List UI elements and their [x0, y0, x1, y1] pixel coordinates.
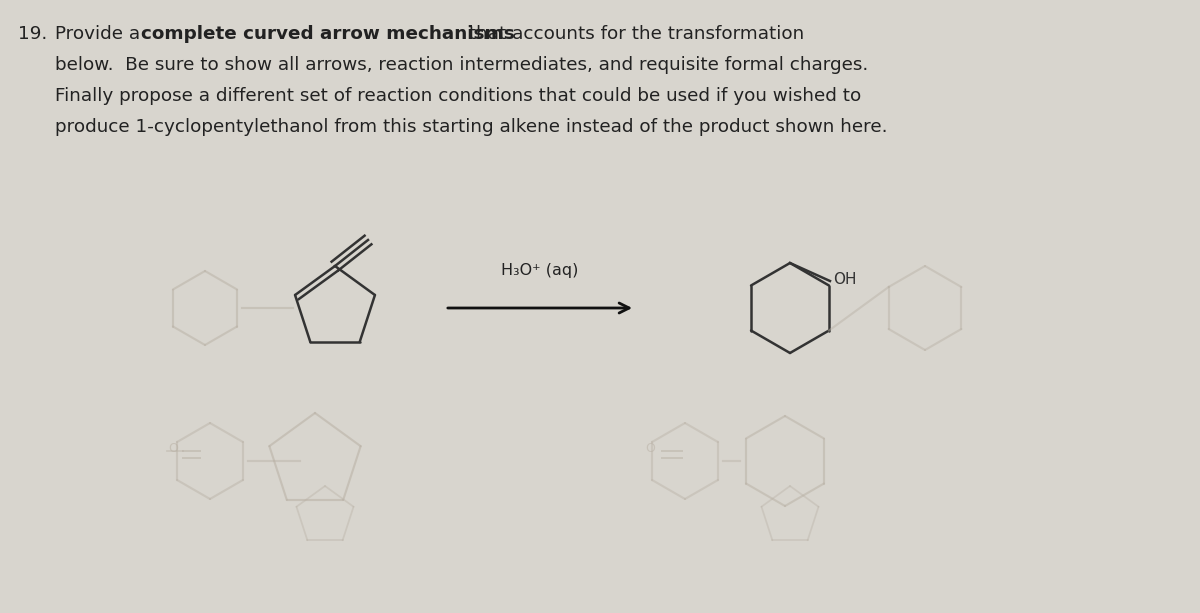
Text: O: O — [646, 441, 655, 454]
Text: Provide a: Provide a — [55, 25, 146, 43]
Text: H₃O⁺ (aq): H₃O⁺ (aq) — [502, 263, 578, 278]
Text: 19.: 19. — [18, 25, 47, 43]
Text: OH: OH — [833, 272, 857, 286]
Text: Finally propose a different set of reaction conditions that could be used if you: Finally propose a different set of react… — [55, 87, 862, 105]
Text: complete curved arrow mechanisms: complete curved arrow mechanisms — [142, 25, 515, 43]
Text: O: O — [168, 441, 178, 454]
Text: that accounts for the transformation: that accounts for the transformation — [463, 25, 804, 43]
Text: produce 1-cyclopentylethanol from this starting alkene instead of the product sh: produce 1-cyclopentylethanol from this s… — [55, 118, 888, 136]
Text: below.  Be sure to show all arrows, reaction intermediates, and requisite formal: below. Be sure to show all arrows, react… — [55, 56, 869, 74]
